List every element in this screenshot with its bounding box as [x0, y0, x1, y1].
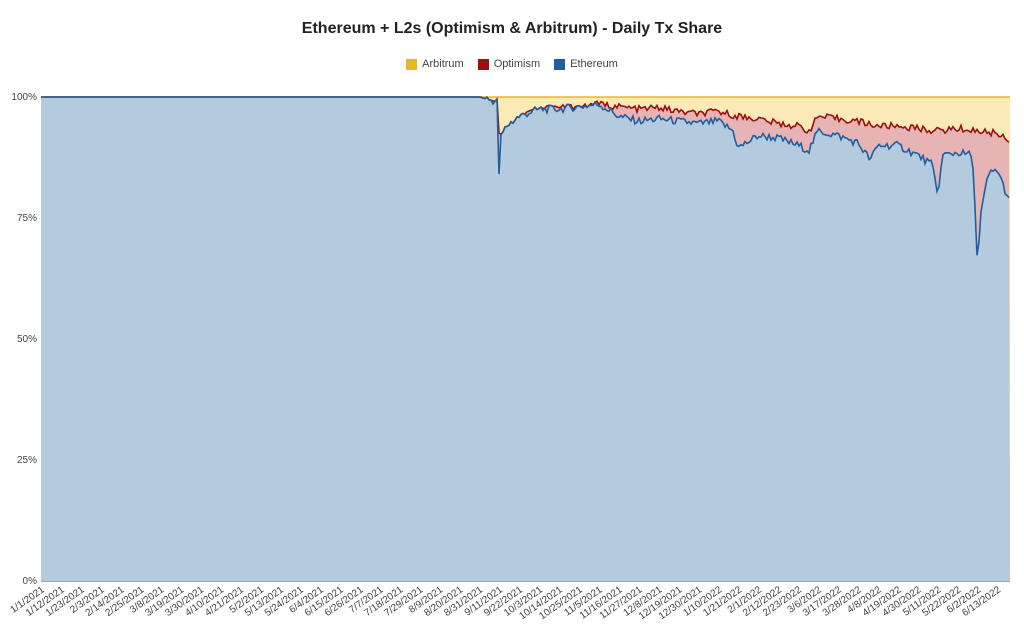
legend-item-arbitrum[interactable]: Arbitrum [406, 58, 464, 70]
legend-item-ethereum[interactable]: Ethereum [554, 58, 618, 70]
legend: Arbitrum Optimism Ethereum [0, 58, 1024, 70]
x-axis-ticks: 1/1/20211/12/20211/23/20212/3/20212/14/2… [9, 584, 1004, 622]
legend-swatch-optimism [477, 58, 489, 70]
legend-label-optimism: Optimism [493, 58, 541, 70]
legend-swatch-arbitrum [406, 58, 418, 70]
legend-label-ethereum: Ethereum [570, 58, 618, 70]
y-tick-label: 50% [17, 334, 37, 345]
y-tick-label: 100% [11, 92, 37, 103]
y-tick-label: 75% [17, 213, 37, 224]
y-tick-label: 0% [23, 576, 38, 587]
legend-item-optimism[interactable]: Optimism [477, 58, 541, 70]
y-axis-ticks: 0% 25% 50% 75% 100% [11, 92, 37, 587]
area-ethereum [41, 97, 1010, 581]
y-tick-label: 25% [17, 455, 37, 466]
line-ethereum [41, 96, 1010, 256]
chart-title: Ethereum + L2s (Optimism & Arbitrum) - D… [301, 20, 723, 37]
legend-swatch-ethereum [554, 58, 566, 70]
legend-label-arbitrum: Arbitrum [422, 58, 464, 70]
